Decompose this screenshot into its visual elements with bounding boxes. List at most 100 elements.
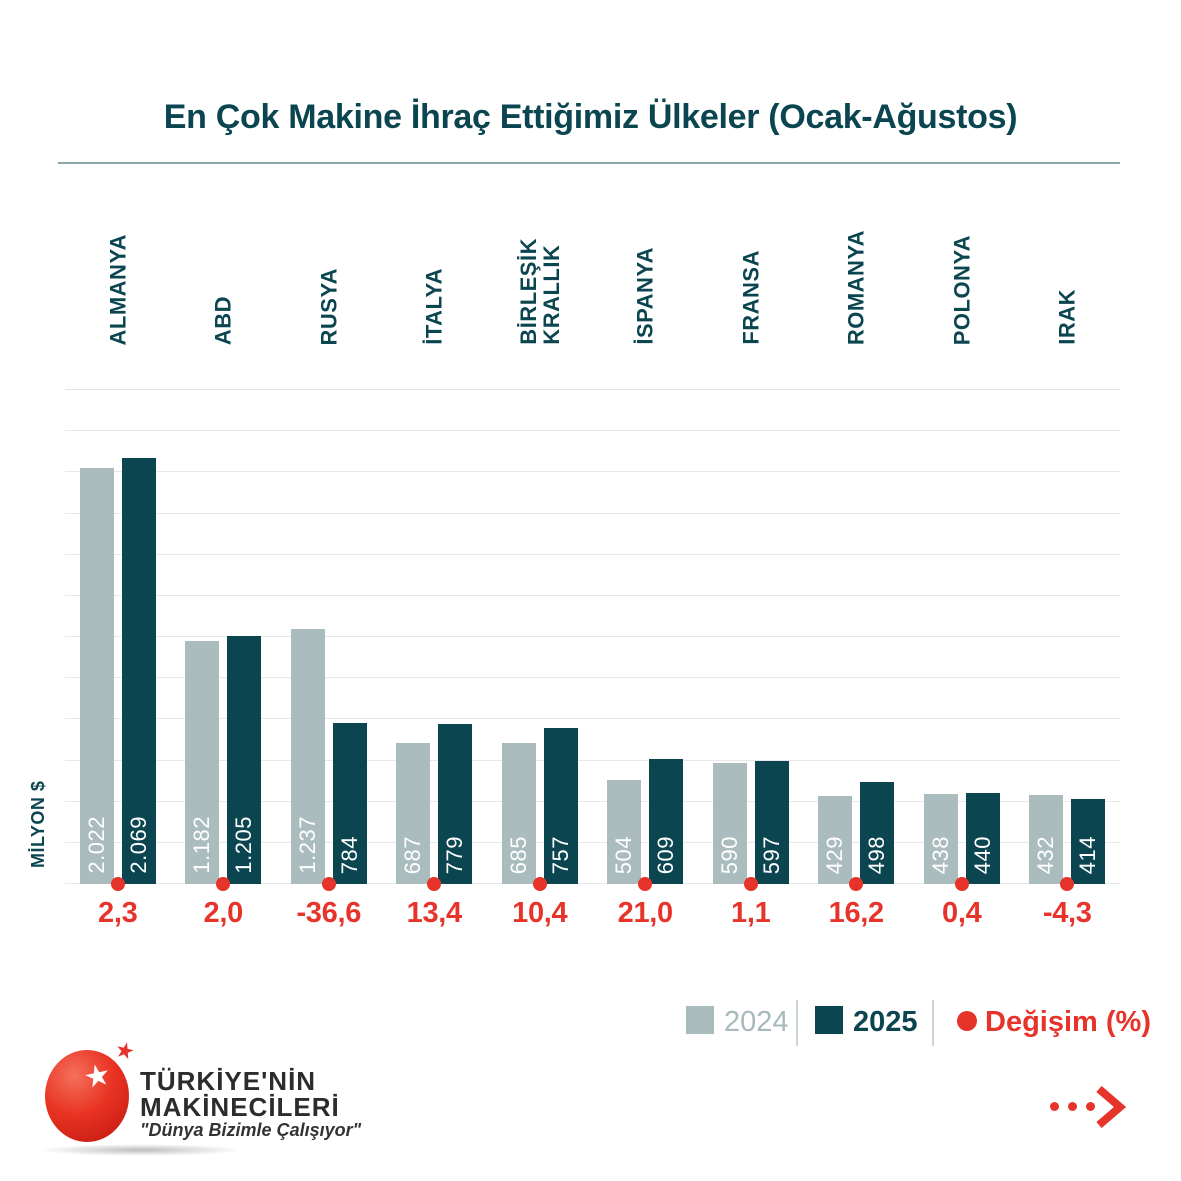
gridline bbox=[65, 883, 1120, 884]
bar-value-label: 429 bbox=[822, 835, 848, 874]
bar-value-label: 779 bbox=[442, 835, 468, 874]
bar-2025: 498 bbox=[860, 781, 895, 884]
plot-area: 2.022 2.069 2,3 1.182 1.205 2,0 1.237 784 -36,6 6… bbox=[65, 389, 1120, 929]
gridline bbox=[65, 389, 1120, 390]
bar-2024: 504 bbox=[607, 780, 642, 884]
logo-small-star-icon: ★ bbox=[112, 1035, 138, 1066]
legend-swatch-2024 bbox=[686, 1006, 714, 1034]
bar-2024: 1.182 bbox=[185, 640, 220, 884]
change-percentage: 2,0 bbox=[203, 897, 244, 929]
bar-value-label: 414 bbox=[1075, 835, 1101, 874]
bar-value-label: 2.022 bbox=[83, 816, 109, 874]
bar-2025: 609 bbox=[649, 758, 684, 884]
bar-value-label: 1.182 bbox=[189, 816, 215, 874]
change-dot-icon bbox=[110, 877, 125, 891]
gridline bbox=[65, 471, 1120, 473]
category-label: RUSYA bbox=[316, 267, 342, 346]
change-dot-icon bbox=[1060, 877, 1075, 891]
bar-value-label: 498 bbox=[864, 835, 890, 874]
bar-2024: 2.022 bbox=[79, 467, 114, 884]
gridline bbox=[65, 594, 1120, 596]
change-dot-icon bbox=[638, 877, 653, 891]
category-label: FRANSA bbox=[738, 250, 764, 345]
bar-value-label: 2.069 bbox=[125, 816, 151, 874]
bar-value-label: 687 bbox=[400, 835, 426, 874]
bar-2025: 2.069 bbox=[121, 458, 156, 884]
bar-value-label: 597 bbox=[758, 835, 784, 874]
logo-ball-icon bbox=[45, 1050, 129, 1142]
bar-value-label: 757 bbox=[547, 835, 573, 874]
bar-value-label: 590 bbox=[716, 835, 742, 874]
legend-change-dot-icon bbox=[957, 1011, 977, 1031]
bar-2025: 757 bbox=[543, 728, 578, 884]
category-label: POLONYA bbox=[949, 234, 975, 345]
bar-2024: 685 bbox=[501, 743, 536, 884]
gridline bbox=[65, 677, 1120, 679]
bar-value-label: 685 bbox=[505, 835, 531, 874]
gridline bbox=[65, 759, 1120, 761]
logo-tagline: "Dünya Bizimle Çalışıyor" bbox=[140, 1120, 362, 1140]
change-dot-icon bbox=[743, 877, 758, 891]
bar-2024: 432 bbox=[1029, 795, 1064, 884]
y-axis-label: MİLYON $ bbox=[28, 780, 48, 868]
category-label: İTALYA bbox=[421, 268, 447, 345]
title-divider bbox=[58, 162, 1120, 164]
change-percentage: 16,2 bbox=[828, 897, 885, 929]
change-dot-icon bbox=[427, 877, 442, 891]
change-dot-icon bbox=[216, 877, 231, 891]
bar-value-label: 1.237 bbox=[294, 816, 320, 874]
change-percentage: -4,3 bbox=[1042, 897, 1092, 929]
change-dot-icon bbox=[954, 877, 969, 891]
change-percentage: 2,3 bbox=[98, 897, 138, 929]
legend-label-change: Değişim (%) bbox=[985, 1006, 1151, 1038]
legend-label-2025: 2025 bbox=[853, 1006, 918, 1038]
chart-title: En Çok Makine İhraç Ettiğimiz Ülkeler (O… bbox=[163, 98, 1018, 136]
category-label: ABD bbox=[210, 295, 236, 345]
bar-value-label: 784 bbox=[336, 835, 362, 874]
bar-2024: 438 bbox=[923, 793, 958, 884]
change-percentage: 0,4 bbox=[942, 897, 982, 929]
category-label: BİRLEŞİK KRALLIK bbox=[515, 238, 564, 345]
gridline bbox=[65, 800, 1120, 802]
bar-value-label: 504 bbox=[611, 835, 637, 874]
bar-value-label: 438 bbox=[927, 835, 953, 874]
logo-shadow bbox=[38, 1144, 243, 1156]
category-label: İSPANYA bbox=[632, 247, 658, 345]
category-label: ALMANYA bbox=[105, 233, 131, 345]
change-dot-icon bbox=[321, 877, 336, 891]
bar-2025: 784 bbox=[332, 722, 367, 884]
change-percentage: 1,1 bbox=[731, 897, 771, 929]
arrow-dot-icon bbox=[1068, 1102, 1077, 1111]
change-dot-icon bbox=[532, 877, 547, 891]
bar-2025: 414 bbox=[1071, 798, 1106, 884]
change-percentage: 13,4 bbox=[406, 897, 463, 929]
bar-2025: 1.205 bbox=[227, 635, 262, 884]
arrow-dot-icon bbox=[1086, 1102, 1095, 1111]
bar-2024: 429 bbox=[818, 795, 853, 884]
bar-2025: 597 bbox=[754, 761, 789, 884]
change-dot-icon bbox=[849, 877, 864, 891]
category-label: IRAK bbox=[1054, 289, 1080, 345]
bar-2024: 1.237 bbox=[290, 629, 325, 884]
bar-2025: 440 bbox=[965, 793, 1000, 884]
bar-2025: 779 bbox=[438, 723, 473, 884]
gridline bbox=[65, 553, 1120, 555]
chevron-right-icon bbox=[1096, 1086, 1126, 1128]
gridline bbox=[65, 841, 1120, 843]
category-labels: ALMANYA ABD RUSYA İTALYA BİRLEŞİK KRALLIK İSP… bbox=[65, 173, 1120, 347]
legend-label-2024: 2024 bbox=[724, 1006, 789, 1038]
logo-text-line2: MAKİNECİLERİ bbox=[140, 1092, 340, 1122]
gridline bbox=[65, 636, 1120, 637]
bar-value-label: 440 bbox=[969, 835, 995, 874]
logo-text-line1: TÜRKİYE'NİN bbox=[140, 1066, 317, 1096]
arrow-dot-icon bbox=[1050, 1102, 1059, 1111]
next-arrow-button[interactable] bbox=[1046, 1086, 1126, 1128]
legend-separator bbox=[796, 1000, 798, 1046]
bar-value-label: 609 bbox=[653, 835, 679, 874]
bar-2024: 590 bbox=[712, 762, 747, 884]
category-label: ROMANYA bbox=[843, 229, 869, 345]
gridline bbox=[65, 512, 1120, 514]
legend-swatch-2025 bbox=[815, 1006, 843, 1034]
change-percentage: 10,4 bbox=[512, 897, 568, 929]
